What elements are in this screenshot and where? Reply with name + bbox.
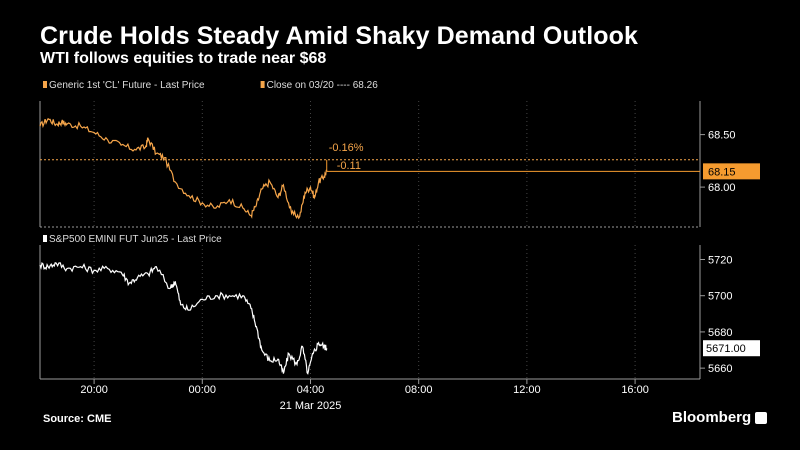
bloomberg-logo: Bloomberg (672, 409, 768, 426)
y-tick-label: 68.00 (708, 182, 736, 194)
x-tick-label: 12:00 (513, 384, 541, 396)
change-value-label: -0.11 (337, 160, 361, 172)
y-tick-label: 5660 (708, 363, 732, 375)
x-date-label: 21 Mar 2025 (280, 400, 342, 412)
x-tick-label: 00:00 (189, 384, 217, 396)
x-tick-label: 20:00 (80, 384, 108, 396)
x-tick-label: 08:00 (405, 384, 433, 396)
change-percent-label: -0.16% (329, 142, 364, 154)
legend-label: Close on 03/20 ---- 68.26 (267, 80, 379, 91)
last-value-label: 5671.00 (706, 343, 746, 355)
x-tick-label: 04:00 (297, 384, 325, 396)
y-tick-label: 5680 (708, 327, 732, 339)
series-line-1 (39, 261, 328, 375)
last-value-badge (703, 163, 760, 180)
x-tick-label: 16:00 (621, 384, 649, 396)
last-value-badge (703, 340, 760, 357)
legend-label: S&P500 EMINI FUT Jun25 - Last Price (49, 234, 222, 245)
series-line-0 (39, 117, 328, 220)
y-tick-label: 68.50 (708, 130, 736, 142)
chat-icon (755, 411, 768, 424)
legend-swatch (43, 235, 47, 242)
chart-subtitle: WTI follows equities to trade near $68 (40, 50, 327, 67)
brand-label: Bloomberg (672, 409, 752, 426)
source-note: Source: CME (43, 413, 112, 425)
legend-swatch (260, 81, 265, 88)
y-tick-label: 5700 (708, 291, 732, 303)
legend-label: Generic 1st 'CL' Future - Last Price (49, 80, 205, 91)
y-tick-label: 5720 (708, 254, 732, 266)
chart-title: Crude Holds Steady Amid Shaky Demand Out… (40, 22, 639, 50)
last-value-label: 68.15 (708, 166, 736, 178)
legend-swatch (43, 81, 47, 88)
